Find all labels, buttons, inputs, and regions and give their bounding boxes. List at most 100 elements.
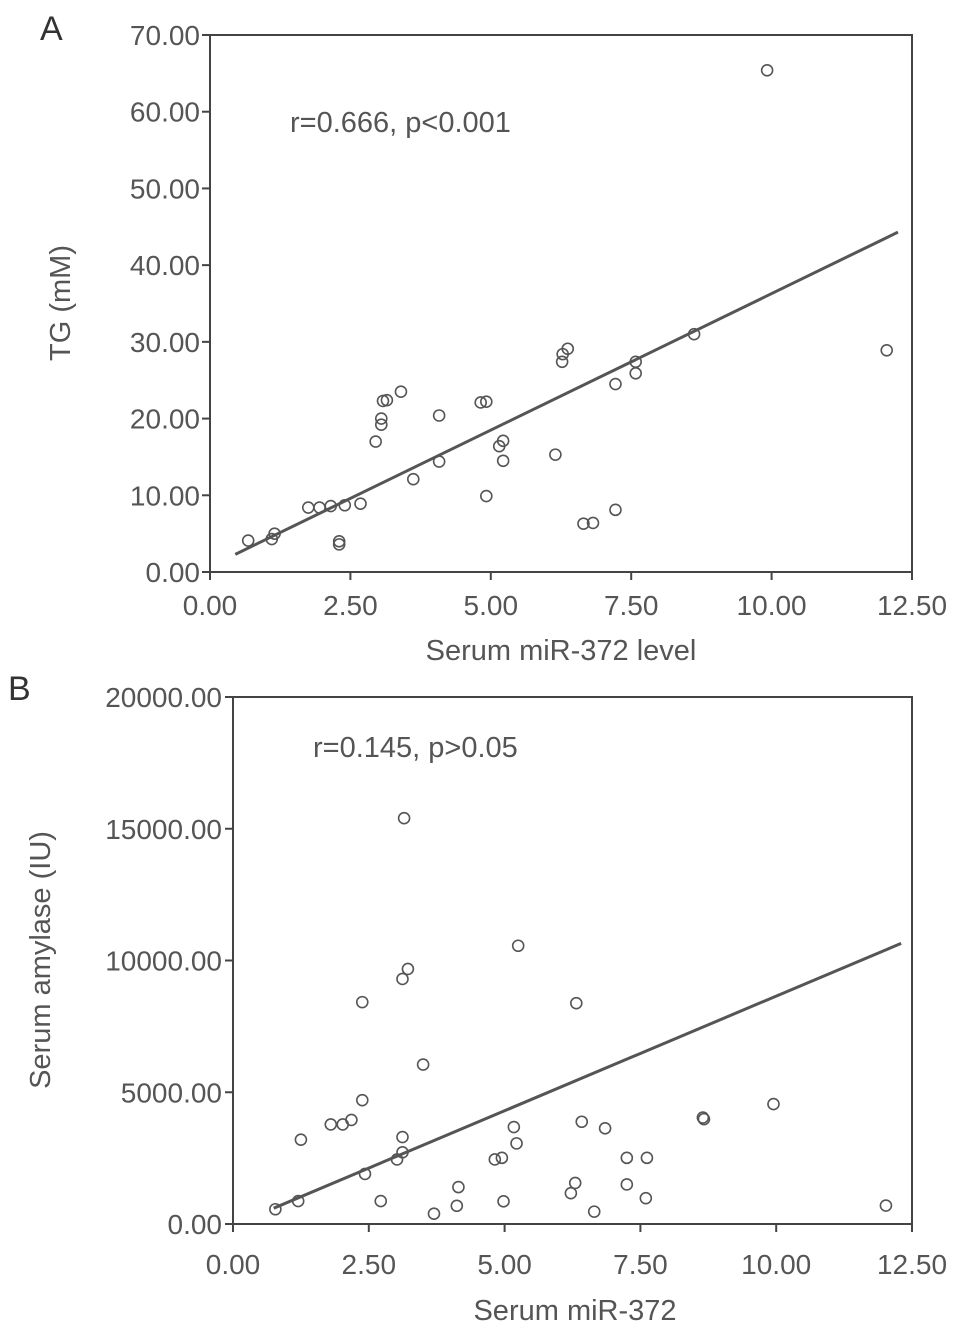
data-point-a xyxy=(474,396,487,409)
data-point-a xyxy=(241,534,255,547)
data-point-a xyxy=(369,435,382,448)
y-tick-label-b: 20000.00 xyxy=(105,682,222,713)
x-tick-label-a: 7.50 xyxy=(604,590,659,621)
x-tick-label-b: 12.50 xyxy=(877,1249,947,1280)
data-point-b xyxy=(570,996,583,1010)
y-axis-label-a: TG (mM) xyxy=(45,245,77,361)
fit-line-a xyxy=(234,230,899,556)
data-point-b xyxy=(696,1111,710,1124)
x-axis-label-a: Serum miR-372 level xyxy=(426,635,697,667)
data-point-b xyxy=(374,1194,388,1208)
x-tick-label-a: 10.00 xyxy=(737,590,807,621)
data-point-a xyxy=(338,498,352,512)
data-point-b xyxy=(291,1194,305,1208)
data-point-b xyxy=(697,1112,711,1126)
data-point-b xyxy=(488,1153,502,1166)
data-point-a xyxy=(687,327,701,341)
data-point-b xyxy=(345,1113,358,1127)
data-point-b xyxy=(396,1146,409,1159)
x-tick-label-b: 10.00 xyxy=(741,1249,811,1280)
data-point-a xyxy=(880,343,894,357)
data-point-a xyxy=(549,448,562,461)
data-point-a xyxy=(332,538,346,551)
y-tick-label-a: 0.00 xyxy=(146,557,201,588)
points-a xyxy=(241,63,894,551)
plot-frame-a xyxy=(209,34,913,573)
plot-frame-b xyxy=(232,696,913,1225)
data-point-b xyxy=(879,1199,893,1212)
x-tick-label-a: 5.00 xyxy=(464,590,519,621)
data-point-b xyxy=(355,1093,369,1107)
data-point-b xyxy=(450,1199,464,1213)
data-point-b xyxy=(575,1115,589,1129)
data-point-b xyxy=(269,1202,282,1216)
panel-label-b: B xyxy=(8,670,31,708)
data-point-a xyxy=(496,434,510,448)
data-point-b xyxy=(396,1130,409,1144)
data-point-a xyxy=(586,516,600,530)
y-tick-label-b: 5000.00 xyxy=(121,1077,222,1108)
x-tick-label-a: 0.00 xyxy=(183,590,238,621)
data-point-a xyxy=(629,367,642,380)
data-point-a xyxy=(406,472,420,486)
y-tick-label-a: 10.00 xyxy=(130,480,200,511)
fit-line-b xyxy=(273,941,902,1210)
y-tick-label-a: 40.00 xyxy=(130,250,200,281)
annotation-b: r=0.145, p>0.05 xyxy=(313,732,518,764)
data-point-a xyxy=(480,395,493,408)
data-point-a xyxy=(760,63,774,77)
x-tick-label-b: 0.00 xyxy=(206,1249,261,1280)
y-tick-label-b: 0.00 xyxy=(168,1209,223,1240)
y-axis-b: 0.00 5000.00 10000.00 15000.00 20000.00 xyxy=(105,682,233,1240)
x-axis-a: 0.00 2.50 5.00 7.50 10.00 12.50 xyxy=(183,572,947,621)
data-point-b xyxy=(767,1097,780,1111)
data-point-a xyxy=(480,489,493,503)
data-point-a xyxy=(432,455,446,468)
y-tick-label-a: 30.00 xyxy=(130,327,200,358)
data-point-b xyxy=(358,1167,372,1181)
panel-a: A 0.00 10.00 20.00 30.00 40.00 50.00 60.00 70.0… xyxy=(40,10,947,667)
data-point-b xyxy=(620,1151,634,1165)
y-tick-label-a: 60.00 xyxy=(130,97,200,128)
y-tick-label-b: 10000.00 xyxy=(105,946,222,977)
data-point-a xyxy=(496,454,510,468)
data-point-b xyxy=(587,1205,601,1218)
data-point-b xyxy=(495,1151,509,1165)
data-point-a xyxy=(380,393,394,407)
data-point-b xyxy=(324,1118,338,1131)
x-axis-b: 0.00 2.50 5.00 7.50 10.00 12.50 xyxy=(206,1224,947,1280)
points-b xyxy=(269,811,893,1221)
data-point-a xyxy=(609,377,622,391)
data-point-a xyxy=(609,503,622,517)
data-point-b xyxy=(639,1191,653,1205)
data-point-a xyxy=(561,342,575,356)
data-point-b xyxy=(427,1207,441,1221)
data-point-b xyxy=(452,1180,465,1194)
panel-b: B 0.00 5000.00 10000.00 15000.00 20000.00 0.… xyxy=(8,670,947,1327)
panel-label-a: A xyxy=(40,10,63,48)
x-tick-label-b: 7.50 xyxy=(613,1249,668,1280)
data-point-a xyxy=(555,355,569,369)
data-point-a xyxy=(432,409,446,422)
data-point-a xyxy=(577,517,590,530)
data-point-b xyxy=(568,1176,582,1190)
y-tick-label-b: 15000.00 xyxy=(105,814,222,845)
annotation-a: r=0.666, p<0.001 xyxy=(290,107,511,139)
x-tick-label-a: 2.50 xyxy=(323,590,378,621)
data-point-b xyxy=(497,1195,510,1208)
data-point-b xyxy=(355,995,369,1009)
data-point-a xyxy=(354,497,367,511)
data-point-a xyxy=(374,412,388,425)
x-tick-label-b: 2.50 xyxy=(342,1249,397,1280)
data-point-a xyxy=(374,418,388,432)
data-point-b xyxy=(640,1151,654,1165)
data-point-a xyxy=(313,501,326,514)
x-tick-label-b: 5.00 xyxy=(477,1249,532,1280)
data-point-b xyxy=(510,1137,523,1150)
y-tick-label-a: 70.00 xyxy=(130,20,200,51)
data-point-b xyxy=(511,939,525,953)
data-point-b xyxy=(401,962,415,976)
y-tick-label-a: 20.00 xyxy=(130,404,200,435)
y-axis-a: 0.00 10.00 20.00 30.00 40.00 50.00 60.00 70.00 xyxy=(130,20,210,588)
